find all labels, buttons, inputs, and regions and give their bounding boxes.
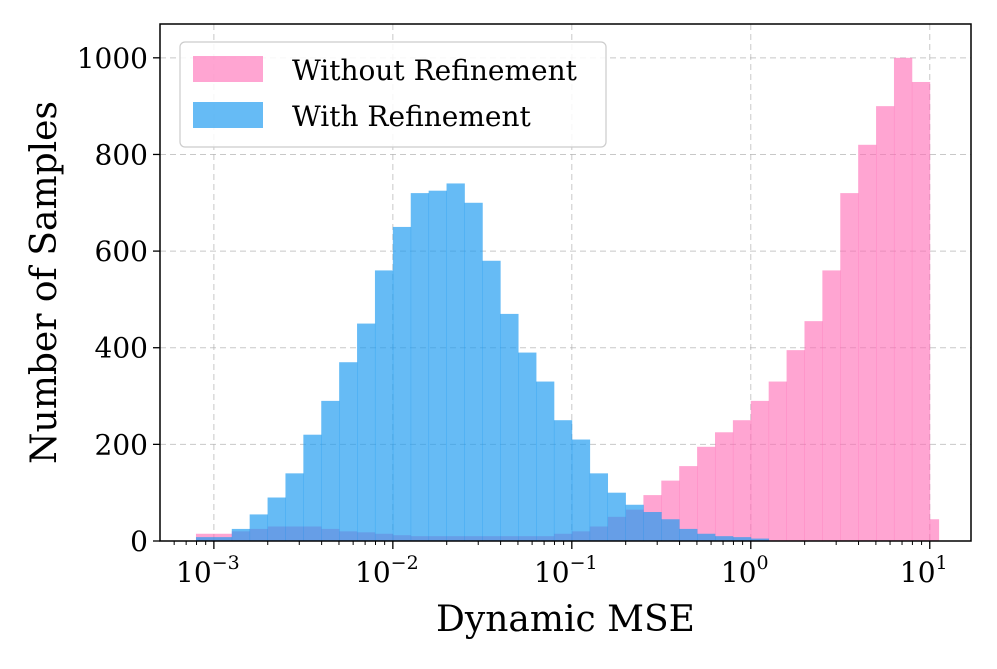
ticks-layer: 0 200 400 600 800 1000 10−3 10−2 10−1 100 101 (77, 42, 948, 589)
histogram-bar (249, 514, 268, 541)
x-tick-label: 100 (721, 552, 769, 589)
x-tick-label: 10−3 (176, 552, 240, 589)
legend-box (179, 41, 607, 148)
histogram-bar (464, 202, 483, 541)
histogram-bar (231, 528, 251, 541)
histogram-bar (714, 432, 734, 541)
y-axis-label: Number of Samples (24, 101, 65, 464)
histogram-bar (500, 313, 519, 541)
histogram-bar (285, 473, 304, 541)
histogram-bar (446, 183, 465, 541)
histogram-bar (357, 323, 376, 541)
histogram-bar (571, 439, 591, 541)
legend: Without Refinement With Refinement (179, 41, 607, 148)
histogram-bar (714, 536, 734, 541)
histogram-bar (518, 352, 537, 541)
histogram-bar (428, 190, 447, 541)
histogram-bar (625, 504, 644, 541)
histogram-bar (786, 350, 805, 541)
bars-layer (195, 57, 940, 542)
plot-frame (159, 23, 972, 542)
histogram-bar (679, 528, 698, 541)
histogram-bar (643, 512, 662, 541)
histogram-bar (697, 446, 716, 541)
histogram-bar (768, 381, 787, 541)
histogram-bar (303, 434, 322, 541)
histogram-bar (195, 537, 233, 541)
histogram-bar (321, 400, 340, 541)
legend-label-without-refinement: Without Refinement (292, 54, 578, 87)
y-tick-label: 800 (95, 138, 148, 171)
y-tick-label: 1000 (77, 42, 148, 75)
histogram-bar (679, 466, 698, 541)
histogram-bar (410, 193, 430, 541)
x-tick-label: 10−2 (355, 552, 419, 589)
histogram-bar (822, 270, 841, 541)
histogram-bar (804, 321, 823, 541)
x-tick-label: 101 (900, 552, 948, 589)
histogram-bar (482, 260, 501, 541)
histogram-bar (374, 270, 394, 541)
series-with-refinement (195, 183, 770, 542)
histogram-bar (697, 533, 716, 541)
histogram-bar (750, 538, 770, 541)
histogram-bar (840, 193, 859, 541)
legend-swatch-with-refinement (193, 102, 263, 128)
histogram-bar (661, 519, 680, 541)
y-tick-label: 0 (130, 525, 148, 558)
histogram-bar (536, 381, 555, 541)
histogram-bar (267, 497, 286, 541)
histogram-bar (750, 400, 770, 541)
x-axis-label: Dynamic MSE (436, 599, 695, 640)
x-tick-label: 10−1 (534, 552, 598, 589)
histogram-bar (911, 81, 931, 541)
legend-label-with-refinement: With Refinement (292, 100, 532, 133)
histogram-bar (553, 420, 573, 541)
legend-swatch-without-refinement (193, 56, 263, 82)
histogram-bar (732, 537, 752, 541)
y-tick-label: 200 (95, 428, 148, 461)
histogram-bar (858, 144, 877, 542)
histogram-bar (732, 420, 752, 541)
histogram-bar (893, 57, 913, 542)
histogram-bar (392, 226, 412, 542)
histogram-bar (339, 362, 358, 541)
histogram-bar (876, 106, 895, 541)
histogram-bar (607, 492, 626, 541)
histogram-bar (589, 473, 609, 541)
y-tick-label: 600 (95, 235, 148, 268)
y-tick-label: 400 (95, 332, 148, 365)
histogram-bar (929, 519, 940, 541)
